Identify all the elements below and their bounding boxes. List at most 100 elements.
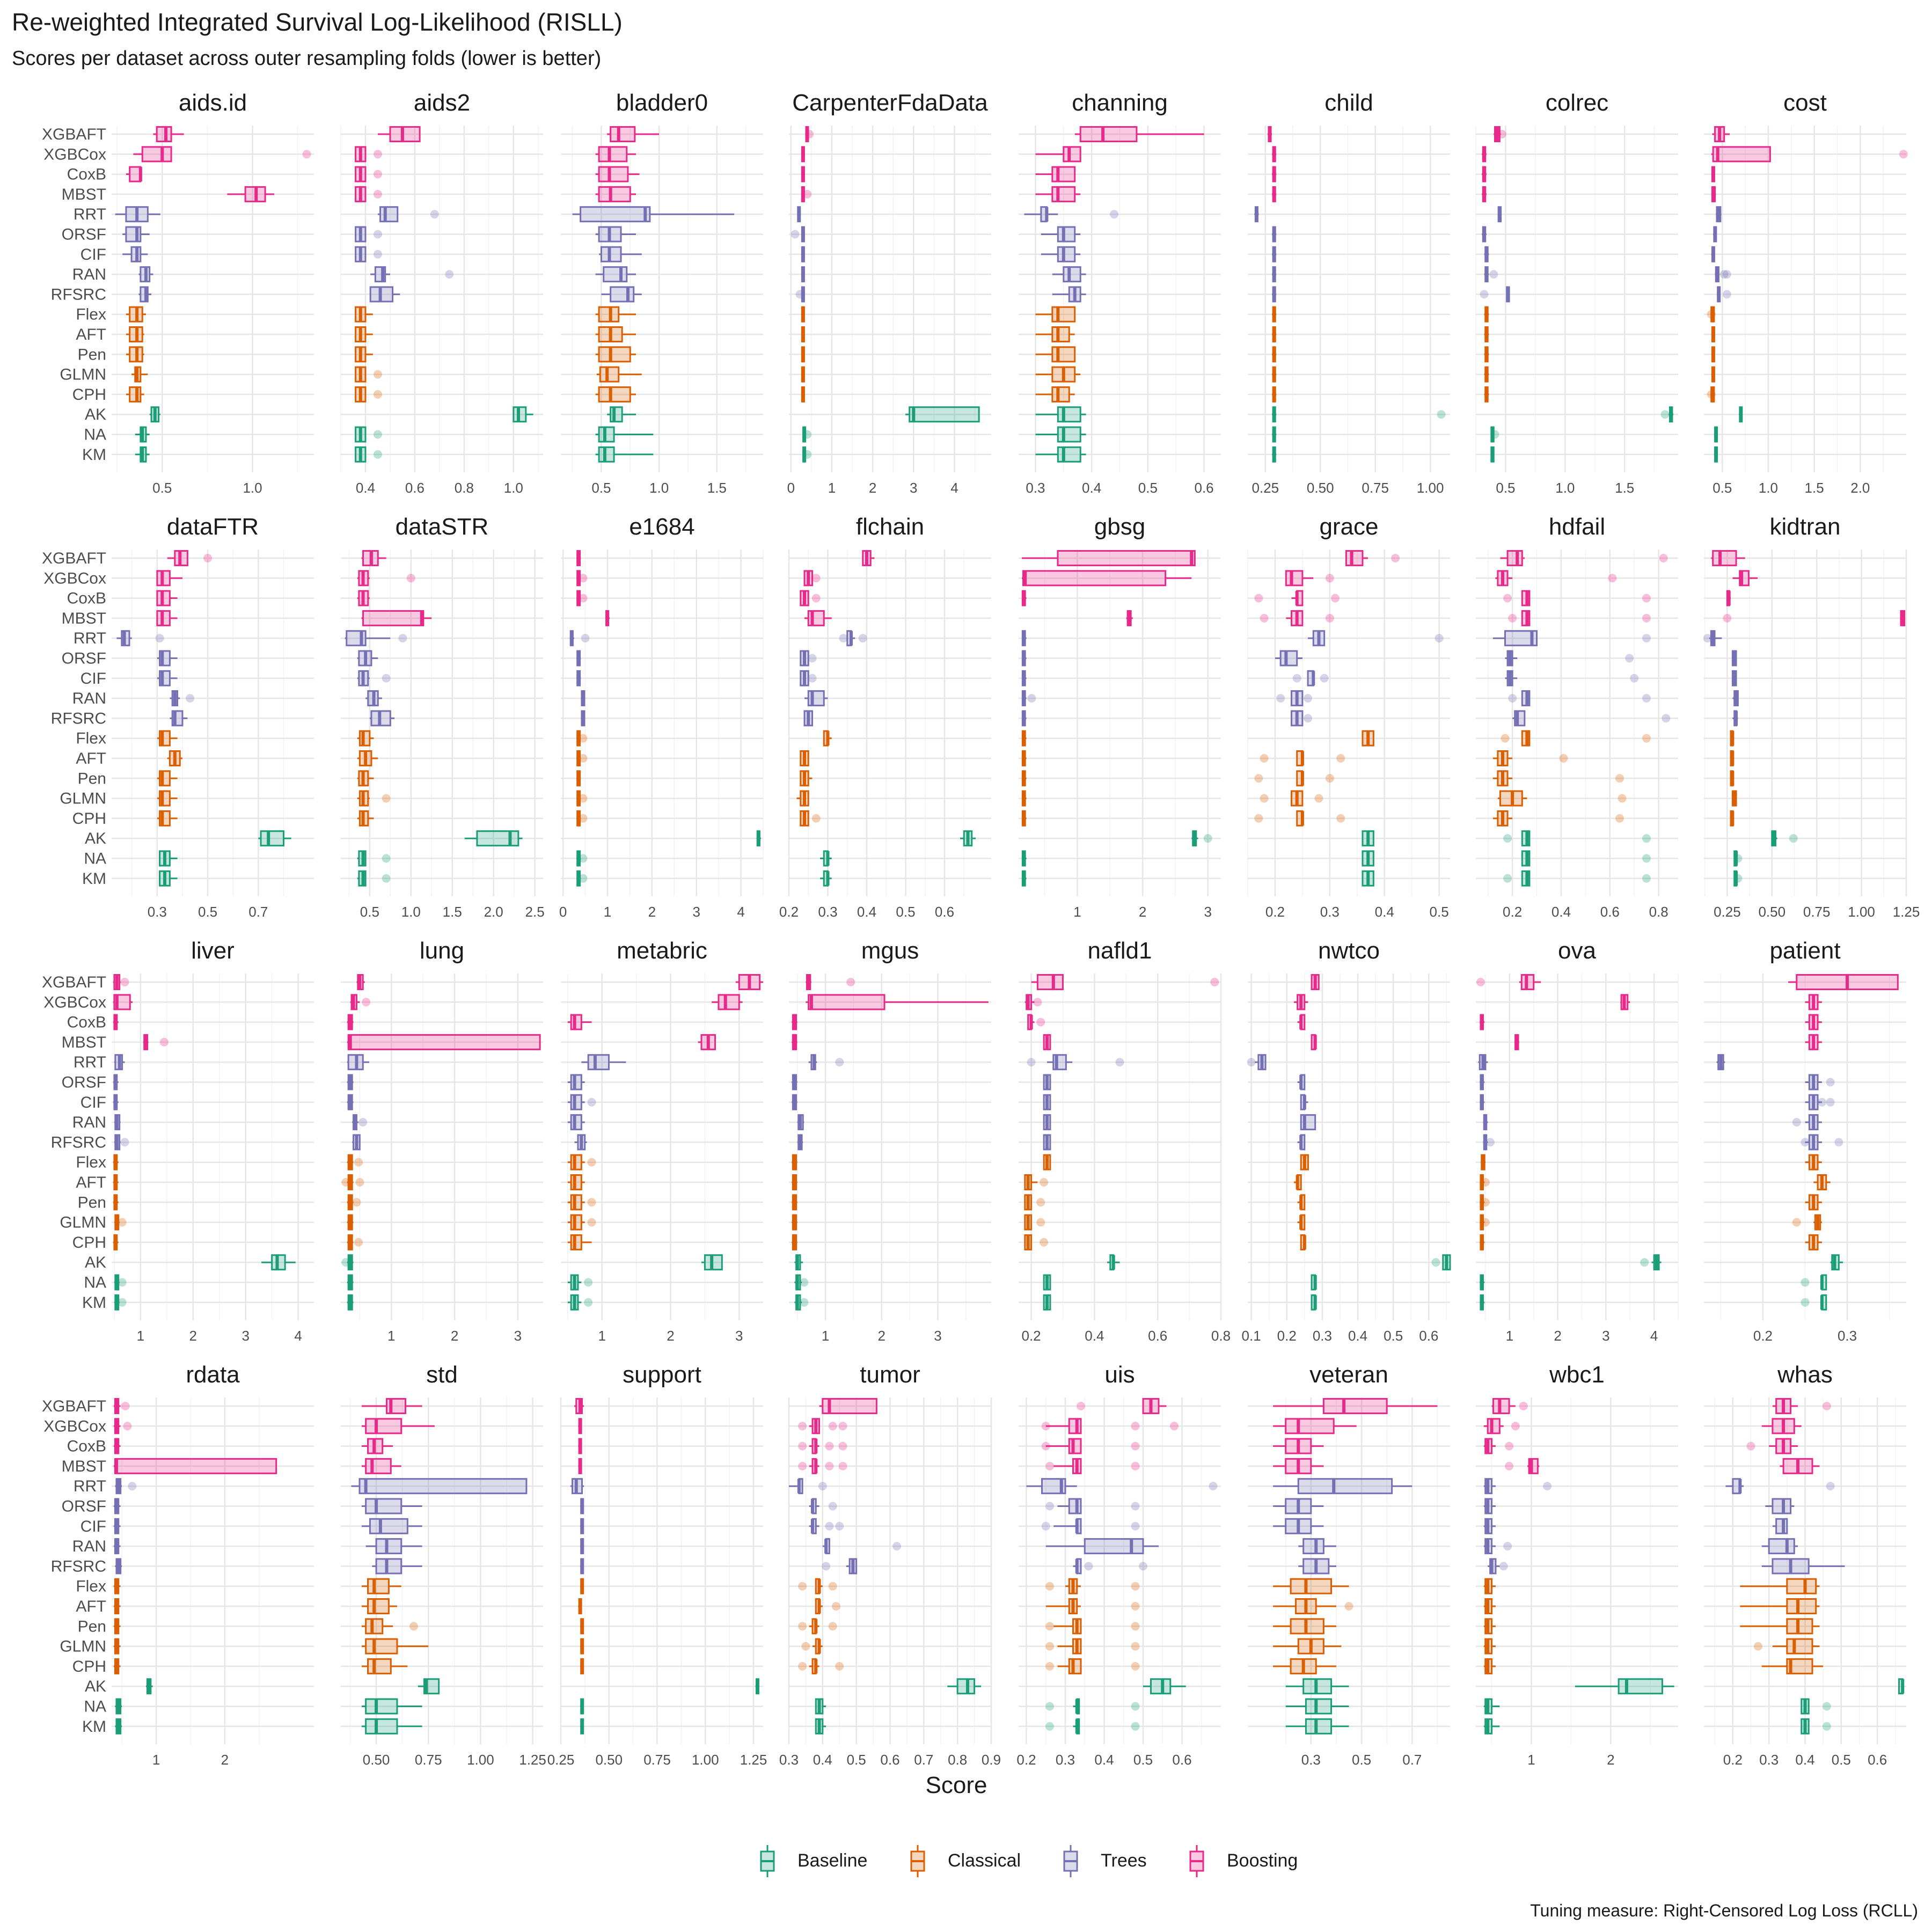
box-km [135,446,150,463]
box-rrt [1024,206,1119,223]
box-flex [1707,306,1716,323]
x-tick-label: 1.25 [740,1752,767,1768]
y-tick-label: XGBAFT [42,550,106,567]
outlier-point [1834,1138,1843,1147]
box-coxb [156,590,178,606]
box-xgbcox [798,1418,847,1435]
box-orsf [1275,650,1302,667]
box-rfsrc [795,286,805,303]
box-pen [157,770,178,787]
box-pen [1035,346,1076,363]
outlier-point [373,250,382,259]
y-tick-label: Flex [76,1578,106,1596]
y-tick-label: CPH [72,386,106,404]
y-tick-label: CIF [80,670,106,687]
box-aft [1024,1174,1049,1190]
box-mbst [1273,1458,1324,1474]
panel-child: child 0.25 0.50 0.75 1.00 [1248,90,1450,496]
box-ak [1739,406,1743,423]
box-orsf [1731,650,1737,667]
box-coxb [1482,166,1487,182]
outlier-point [1131,1441,1140,1451]
outlier-point [358,1118,368,1127]
x-tick-label: 0.6 [1600,904,1620,920]
box-cif [792,1094,797,1110]
box-cph [1254,810,1345,826]
outlier-point [1723,613,1732,623]
outlier-point [1131,1521,1140,1531]
box-mbst [1045,1458,1140,1474]
facet-title: e1684 [629,514,694,540]
outlier-point [791,230,800,239]
box-ak [607,406,636,423]
box-iqr [1345,550,1364,566]
panel-metabric: metabric 1 2 3 [561,938,763,1344]
box-rfsrc [1291,710,1313,727]
box-km [1733,870,1743,887]
box-cif [1043,1094,1051,1110]
outlier-point [805,130,814,138]
box-xgbaft [113,1398,130,1414]
box-iqr [365,1498,402,1514]
outlier-point [1170,1422,1179,1431]
box-orsf [1272,226,1277,243]
box-cph [1024,1234,1049,1250]
y-tick-label: AK [85,1254,106,1271]
box-km [1045,1718,1140,1735]
outlier-point [1131,1642,1140,1651]
box-km [1285,1718,1349,1735]
box-cif [157,670,178,686]
box-aft [567,1174,585,1190]
outlier-point [128,1482,137,1491]
box-cph [595,386,636,402]
outlier-point [1505,1461,1514,1470]
box-cph [113,1658,121,1674]
outlier-point [1480,290,1489,299]
box-iqr [365,1718,398,1735]
x-tick-label: 0.2 [1021,1328,1041,1344]
facet-title: nwtco [1318,938,1380,964]
outlier-point [825,1441,834,1451]
box-na [114,1274,127,1291]
box-rfsrc [1480,286,1510,303]
box-coxb [578,1438,582,1454]
box-rfsrc [581,710,586,727]
box-cif [361,1518,422,1534]
box-iqr [718,994,740,1011]
box-cif [1272,246,1277,262]
outlier-point [1437,410,1446,419]
box-coxb [1480,1014,1485,1030]
box-ak [1503,830,1651,847]
box-ran [1715,266,1731,283]
y-tick-label: ORSF [62,226,106,244]
box-km [595,446,654,463]
x-tick-label: 1.0 [649,480,669,496]
outlier-point [1489,270,1498,279]
box-km [794,1294,809,1311]
box-cph [1272,386,1277,402]
box-rrt [570,1478,584,1495]
box-iqr [114,1458,277,1474]
outlier-point [1822,1402,1831,1410]
x-tick-label: 0 [559,904,567,920]
y-tick-label: KM [82,446,106,464]
facet-title: colrec [1546,90,1608,116]
box-na [1714,426,1718,443]
outlier-point [1733,874,1743,883]
outlier-point [1559,754,1568,763]
box-iqr [1051,386,1070,402]
y-tick-label: CIF [80,1518,106,1535]
box-cif [1805,1094,1835,1110]
box-mbst [595,186,636,202]
box-flex [1272,306,1277,323]
outlier-point [406,574,415,583]
outlier-point [1615,814,1624,823]
box-ak [960,830,976,847]
outlier-point [1292,674,1301,683]
box-coxb [1297,1014,1306,1030]
outlier-point [846,978,855,986]
box-km [1311,1294,1317,1311]
y-tick-label: RRT [74,1053,106,1071]
outlier-point [838,1441,847,1451]
box-xgbaft [356,974,365,990]
